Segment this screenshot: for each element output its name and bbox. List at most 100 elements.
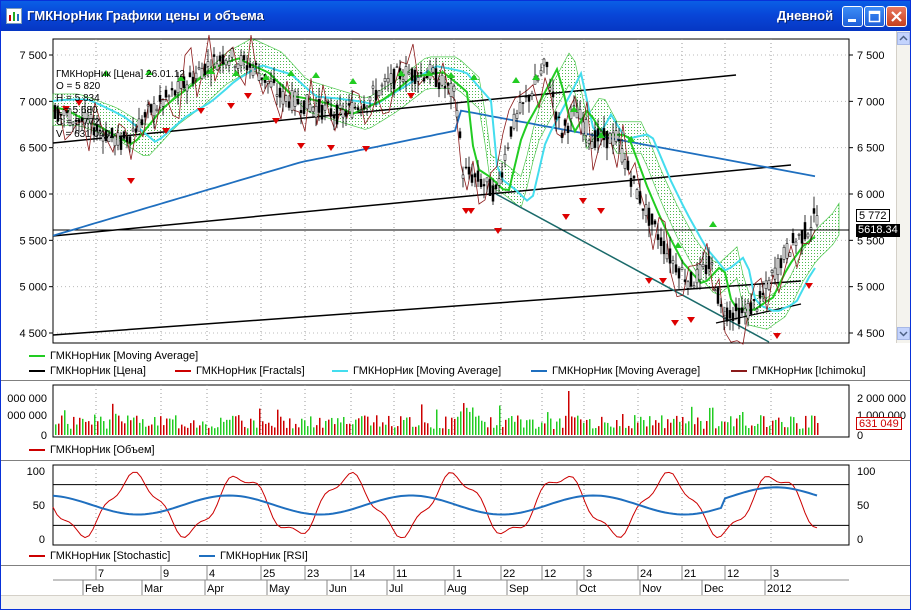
- candle-body: [83, 112, 87, 124]
- legend-item-ma-cyan[interactable]: ГМКНорНик [Moving Average]: [332, 364, 501, 378]
- timeframe-label[interactable]: Дневной: [777, 8, 834, 23]
- volume-bar: [685, 423, 687, 435]
- candle-body: [275, 94, 279, 97]
- candle-body: [716, 287, 720, 304]
- volume-bar: [490, 417, 492, 435]
- legend-item-price[interactable]: ГМКНорНик [Цена]: [29, 364, 146, 378]
- volume-bar: [751, 425, 753, 435]
- volume-bar: [97, 421, 99, 435]
- legend-item-stochastic[interactable]: ГМКНорНик [Stochastic]: [29, 549, 170, 563]
- legend-item-fractals[interactable]: ГМКНорНик [Fractals]: [175, 364, 305, 378]
- fractal-up-marker: [145, 69, 153, 75]
- candle-body: [329, 108, 333, 117]
- date-axis[interactable]: 7 9 4 25 23 14 11 1 22 12 3 24 21 12 3 Feb Mar Apr May Jun J…: [1, 565, 910, 596]
- candle-body: [524, 96, 528, 99]
- volume-bar: [469, 411, 471, 435]
- fractal-up-marker: [177, 75, 185, 81]
- legend-item-ma-blue[interactable]: ГМКНорНик [Moving Average]: [531, 364, 700, 378]
- legend-item-volume[interactable]: ГМКНорНик [Объем]: [29, 443, 155, 457]
- volume-bar: [700, 420, 702, 435]
- candle-body: [659, 237, 663, 246]
- volume-bar: [94, 414, 96, 435]
- volume-bar: [742, 411, 744, 435]
- date-month-label: Nov: [642, 583, 662, 595]
- candle-body: [521, 102, 525, 104]
- volume-bar: [763, 416, 765, 435]
- volume-bar: [367, 416, 369, 435]
- volume-bar: [583, 422, 585, 435]
- scroll-up-button[interactable]: [897, 32, 910, 45]
- fractal-up-marker: [674, 242, 682, 248]
- candle-body: [704, 264, 708, 275]
- candle-body: [803, 222, 807, 240]
- price-axis-label-left: 7 000: [19, 96, 47, 108]
- minimize-button[interactable]: [842, 6, 863, 27]
- price-chart[interactable]: 7 500 7 500 7 000 7 000 6 500 6 500 6 000 6 000…: [1, 31, 896, 345]
- candle-body: [212, 54, 216, 57]
- panel-divider[interactable]: [1, 380, 910, 381]
- volume-bar: [550, 418, 552, 435]
- volume-bar: [478, 415, 480, 435]
- date-day-label: 21: [684, 568, 696, 580]
- date-day-label: 14: [353, 568, 365, 580]
- candle-body: [257, 72, 261, 81]
- candle-body: [185, 84, 189, 92]
- title-bar[interactable]: ГМКНорНик Графики цены и объема Дневной: [1, 1, 910, 31]
- volume-bar: [289, 418, 291, 435]
- price-vertical-scrollbar[interactable]: [896, 31, 910, 343]
- candle-body: [764, 280, 768, 289]
- maximize-button[interactable]: [864, 6, 885, 27]
- close-button[interactable]: [886, 6, 907, 27]
- volume-bar: [154, 417, 156, 435]
- candle-body: [374, 89, 378, 101]
- oscillator-panel[interactable]: 100 100 50 50 0 0: [1, 461, 910, 547]
- oscillator-axis-label-right: 100: [857, 466, 875, 478]
- candle-body: [674, 264, 678, 273]
- horizontal-scrollbar[interactable]: [1, 595, 910, 609]
- legend-swatch: [332, 370, 348, 372]
- legend-item-rsi[interactable]: ГМКНорНик [RSI]: [199, 549, 308, 563]
- fractal-up-marker: [627, 136, 635, 142]
- price-panel[interactable]: 7 500 7 500 7 000 7 000 6 500 6 500 6 000 6 000…: [1, 31, 910, 345]
- fractal-up-marker: [397, 70, 405, 76]
- fractal-down-marker: [579, 198, 587, 204]
- legend-item-ichimoku[interactable]: ГМКНорНик [Ichimoku]: [731, 364, 866, 378]
- candle-body: [359, 109, 363, 111]
- volume-panel[interactable]: 000 000 000 000 0 2 000 000 1 000 000 0 631 0…: [1, 381, 910, 439]
- volume-bar: [730, 416, 732, 435]
- candle-body: [101, 134, 105, 142]
- legend-item-ma-green[interactable]: ГМКНорНик [Moving Average]: [29, 349, 198, 363]
- ohlc-close: C = 5 772: [56, 117, 100, 128]
- candle-body: [269, 81, 273, 88]
- fractal-down-marker: [407, 93, 415, 99]
- volume-bar: [418, 425, 420, 435]
- volume-axis-label-right: 2 000 000: [857, 393, 906, 405]
- oscillator-chart[interactable]: 100 100 50 50 0 0: [1, 461, 910, 547]
- panel-divider[interactable]: [1, 460, 910, 461]
- legend-swatch: [731, 370, 747, 372]
- volume-bar: [715, 428, 717, 435]
- volume-bar: [538, 426, 540, 435]
- candle-body: [317, 99, 321, 113]
- candle-body: [446, 83, 450, 86]
- date-month-label: Sep: [509, 583, 529, 595]
- candle-body: [458, 131, 462, 138]
- volume-bar: [631, 428, 633, 435]
- scroll-down-button[interactable]: [897, 327, 910, 340]
- volume-axis-label-left: 0: [41, 430, 47, 439]
- fractal-down-marker: [773, 333, 781, 339]
- volume-bar: [694, 424, 696, 435]
- maximize-icon: [868, 10, 881, 23]
- volume-bar: [637, 422, 639, 435]
- volume-bar: [148, 425, 150, 435]
- volume-bar: [286, 427, 288, 435]
- volume-bar: [346, 424, 348, 435]
- candle-body: [314, 105, 318, 118]
- volume-bar: [493, 427, 495, 435]
- candle-body: [251, 67, 255, 76]
- fractal-up-marker: [207, 68, 215, 74]
- volume-bar: [547, 412, 549, 435]
- volume-bar: [88, 421, 90, 435]
- volume-bar: [304, 420, 306, 435]
